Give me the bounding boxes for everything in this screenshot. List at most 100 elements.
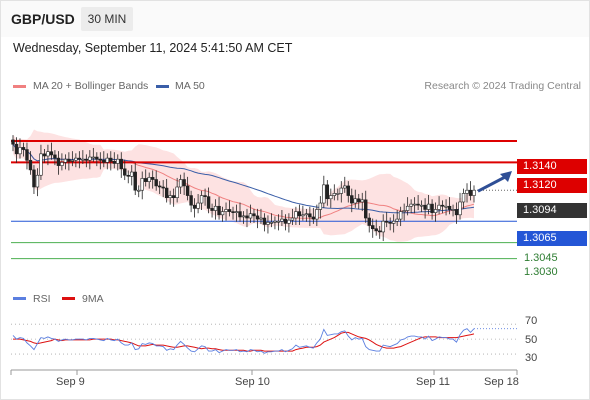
candle <box>56 157 61 166</box>
candle <box>325 184 330 200</box>
candle <box>357 198 361 203</box>
forecast-arrow-head <box>500 171 512 182</box>
candle <box>454 209 459 216</box>
candle <box>192 204 197 209</box>
ma50-legend-label: MA 50 <box>175 80 205 92</box>
candle <box>227 209 232 212</box>
candle <box>447 205 452 210</box>
candle <box>42 153 47 157</box>
resistance1-tag: 1.3120 <box>517 178 587 193</box>
candle <box>224 209 228 212</box>
candle <box>199 195 204 204</box>
candle <box>63 158 68 163</box>
x-label-sep18: Sep 18 <box>484 376 519 388</box>
candle <box>88 156 92 161</box>
candle <box>451 209 455 211</box>
candle <box>252 213 256 217</box>
candle <box>398 211 403 220</box>
candle <box>426 203 431 210</box>
candle <box>102 159 106 163</box>
candle <box>161 186 165 189</box>
rsi-ma-legend-swatch <box>62 297 75 300</box>
candle <box>25 149 29 161</box>
candle <box>315 209 319 220</box>
candle <box>433 209 438 213</box>
candle <box>255 215 260 220</box>
candle <box>329 195 333 200</box>
candle <box>157 185 162 188</box>
candle <box>171 195 176 198</box>
candle <box>147 177 151 182</box>
candle <box>339 187 343 194</box>
rsi-line <box>12 328 475 354</box>
candle <box>189 195 193 206</box>
datetime-label: Wednesday, September 11, 2024 5:41:50 AM… <box>13 41 293 55</box>
candle <box>91 156 96 159</box>
candle <box>175 186 179 198</box>
candle <box>384 220 389 223</box>
candle <box>378 230 382 233</box>
candle <box>150 177 155 180</box>
candle <box>32 169 36 188</box>
candle <box>322 184 326 204</box>
candle <box>53 154 57 159</box>
candle <box>126 174 130 177</box>
candle <box>458 201 462 216</box>
rsi-tick-30: 30 <box>525 352 538 364</box>
candle <box>144 178 148 182</box>
candle <box>412 203 417 206</box>
candle <box>472 189 476 196</box>
candle <box>402 210 406 212</box>
x-label-sep9: Sep 9 <box>56 376 85 388</box>
candle <box>21 147 26 150</box>
candle <box>217 205 221 216</box>
candle <box>332 193 337 196</box>
candle <box>374 228 378 232</box>
candle <box>468 189 473 196</box>
candle <box>98 158 103 161</box>
candle <box>388 222 392 224</box>
candle <box>196 202 200 209</box>
candle <box>367 217 371 226</box>
candle <box>391 220 396 224</box>
support2-label: 1.3030 <box>524 266 558 278</box>
candle <box>67 158 71 162</box>
candle <box>245 215 249 219</box>
last-price-tag: 1.3094 <box>517 203 587 218</box>
candle <box>154 179 158 187</box>
rsi-legend-label: RSI <box>33 293 51 305</box>
candle <box>28 159 33 171</box>
candle <box>311 216 316 220</box>
ma50-legend-swatch <box>156 85 169 88</box>
rsi-legend-swatch <box>13 297 26 300</box>
support1-label: 1.3045 <box>524 252 558 264</box>
candle <box>294 211 298 219</box>
candle <box>262 217 267 225</box>
candle <box>203 195 207 197</box>
candle <box>440 204 445 207</box>
candle <box>178 179 183 188</box>
candle <box>105 157 109 163</box>
candle <box>416 203 420 206</box>
candle <box>350 195 354 204</box>
candle <box>11 139 15 145</box>
timeframe-button[interactable]: 30 MIN <box>81 7 133 31</box>
symbol-label: GBP/USD <box>11 11 75 27</box>
candle <box>343 185 347 189</box>
candle <box>405 205 410 211</box>
candle <box>119 158 123 170</box>
rsi-ma-legend-label: 9MA <box>82 293 104 305</box>
candle <box>234 211 239 213</box>
candle <box>437 204 441 210</box>
candle <box>168 195 172 198</box>
candle <box>461 193 466 203</box>
candle <box>301 214 305 217</box>
candle <box>220 211 225 216</box>
candle <box>395 218 399 222</box>
candle <box>81 158 85 161</box>
candle <box>123 168 127 176</box>
candle <box>46 151 50 157</box>
rsi-ma-line <box>13 331 475 352</box>
candle <box>353 198 357 204</box>
